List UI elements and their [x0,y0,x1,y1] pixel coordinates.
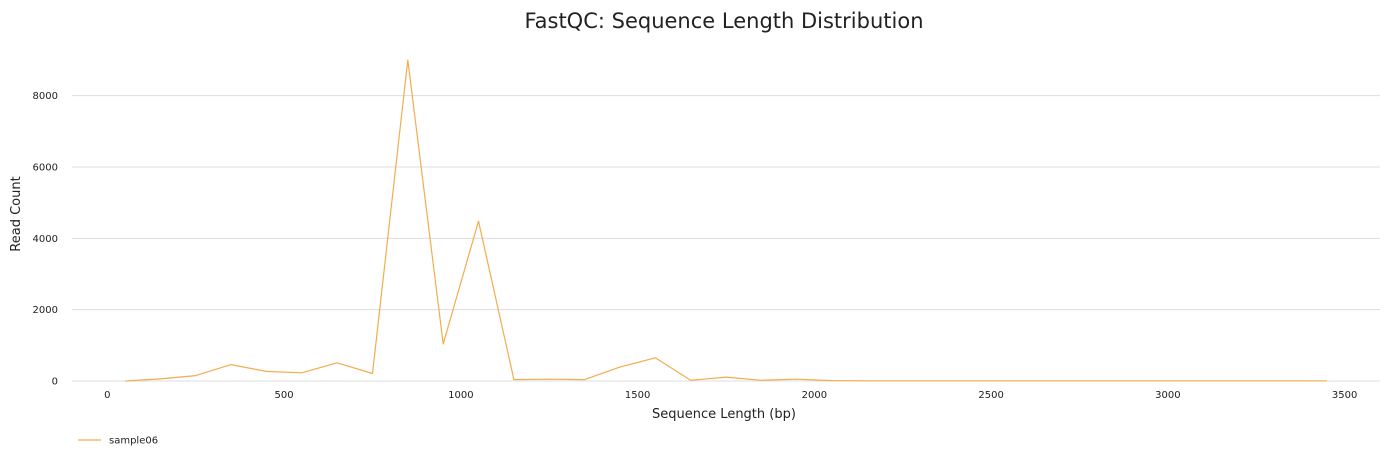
series-line-sample06 [124,59,1327,382]
y-tick-labels: 0 2000 4000 6000 8000 [33,91,58,387]
x-axis-label: Sequence Length (bp) [652,407,796,422]
x-tick-labels: 0 500 1000 1500 2000 2500 3000 3500 [104,390,1357,401]
y-axis-label: Read Count [9,176,24,251]
grid-layer [72,95,1380,382]
y-tick-label-2000: 2000 [33,305,58,316]
x-tick-label-2000: 2000 [802,390,827,401]
y-tick-label-4000: 4000 [33,234,58,245]
x-tick-label-2500: 2500 [978,390,1003,401]
y-tick-label-0: 0 [52,377,58,388]
legend-label-sample06: sample06 [109,436,158,447]
x-tick-label-3500: 3500 [1332,390,1357,401]
x-tick-label-3000: 3000 [1155,390,1180,401]
x-tick-label-1000: 1000 [448,390,473,401]
series-layer [124,59,1327,382]
y-tick-label-8000: 8000 [33,91,58,102]
x-tick-label-0: 0 [104,390,110,401]
y-tick-label-6000: 6000 [33,163,58,174]
x-tick-label-1500: 1500 [625,390,650,401]
legend: sample06 [78,436,158,447]
x-tick-label-500: 500 [275,390,294,401]
chart-title: FastQC: Sequence Length Distribution [524,9,923,33]
